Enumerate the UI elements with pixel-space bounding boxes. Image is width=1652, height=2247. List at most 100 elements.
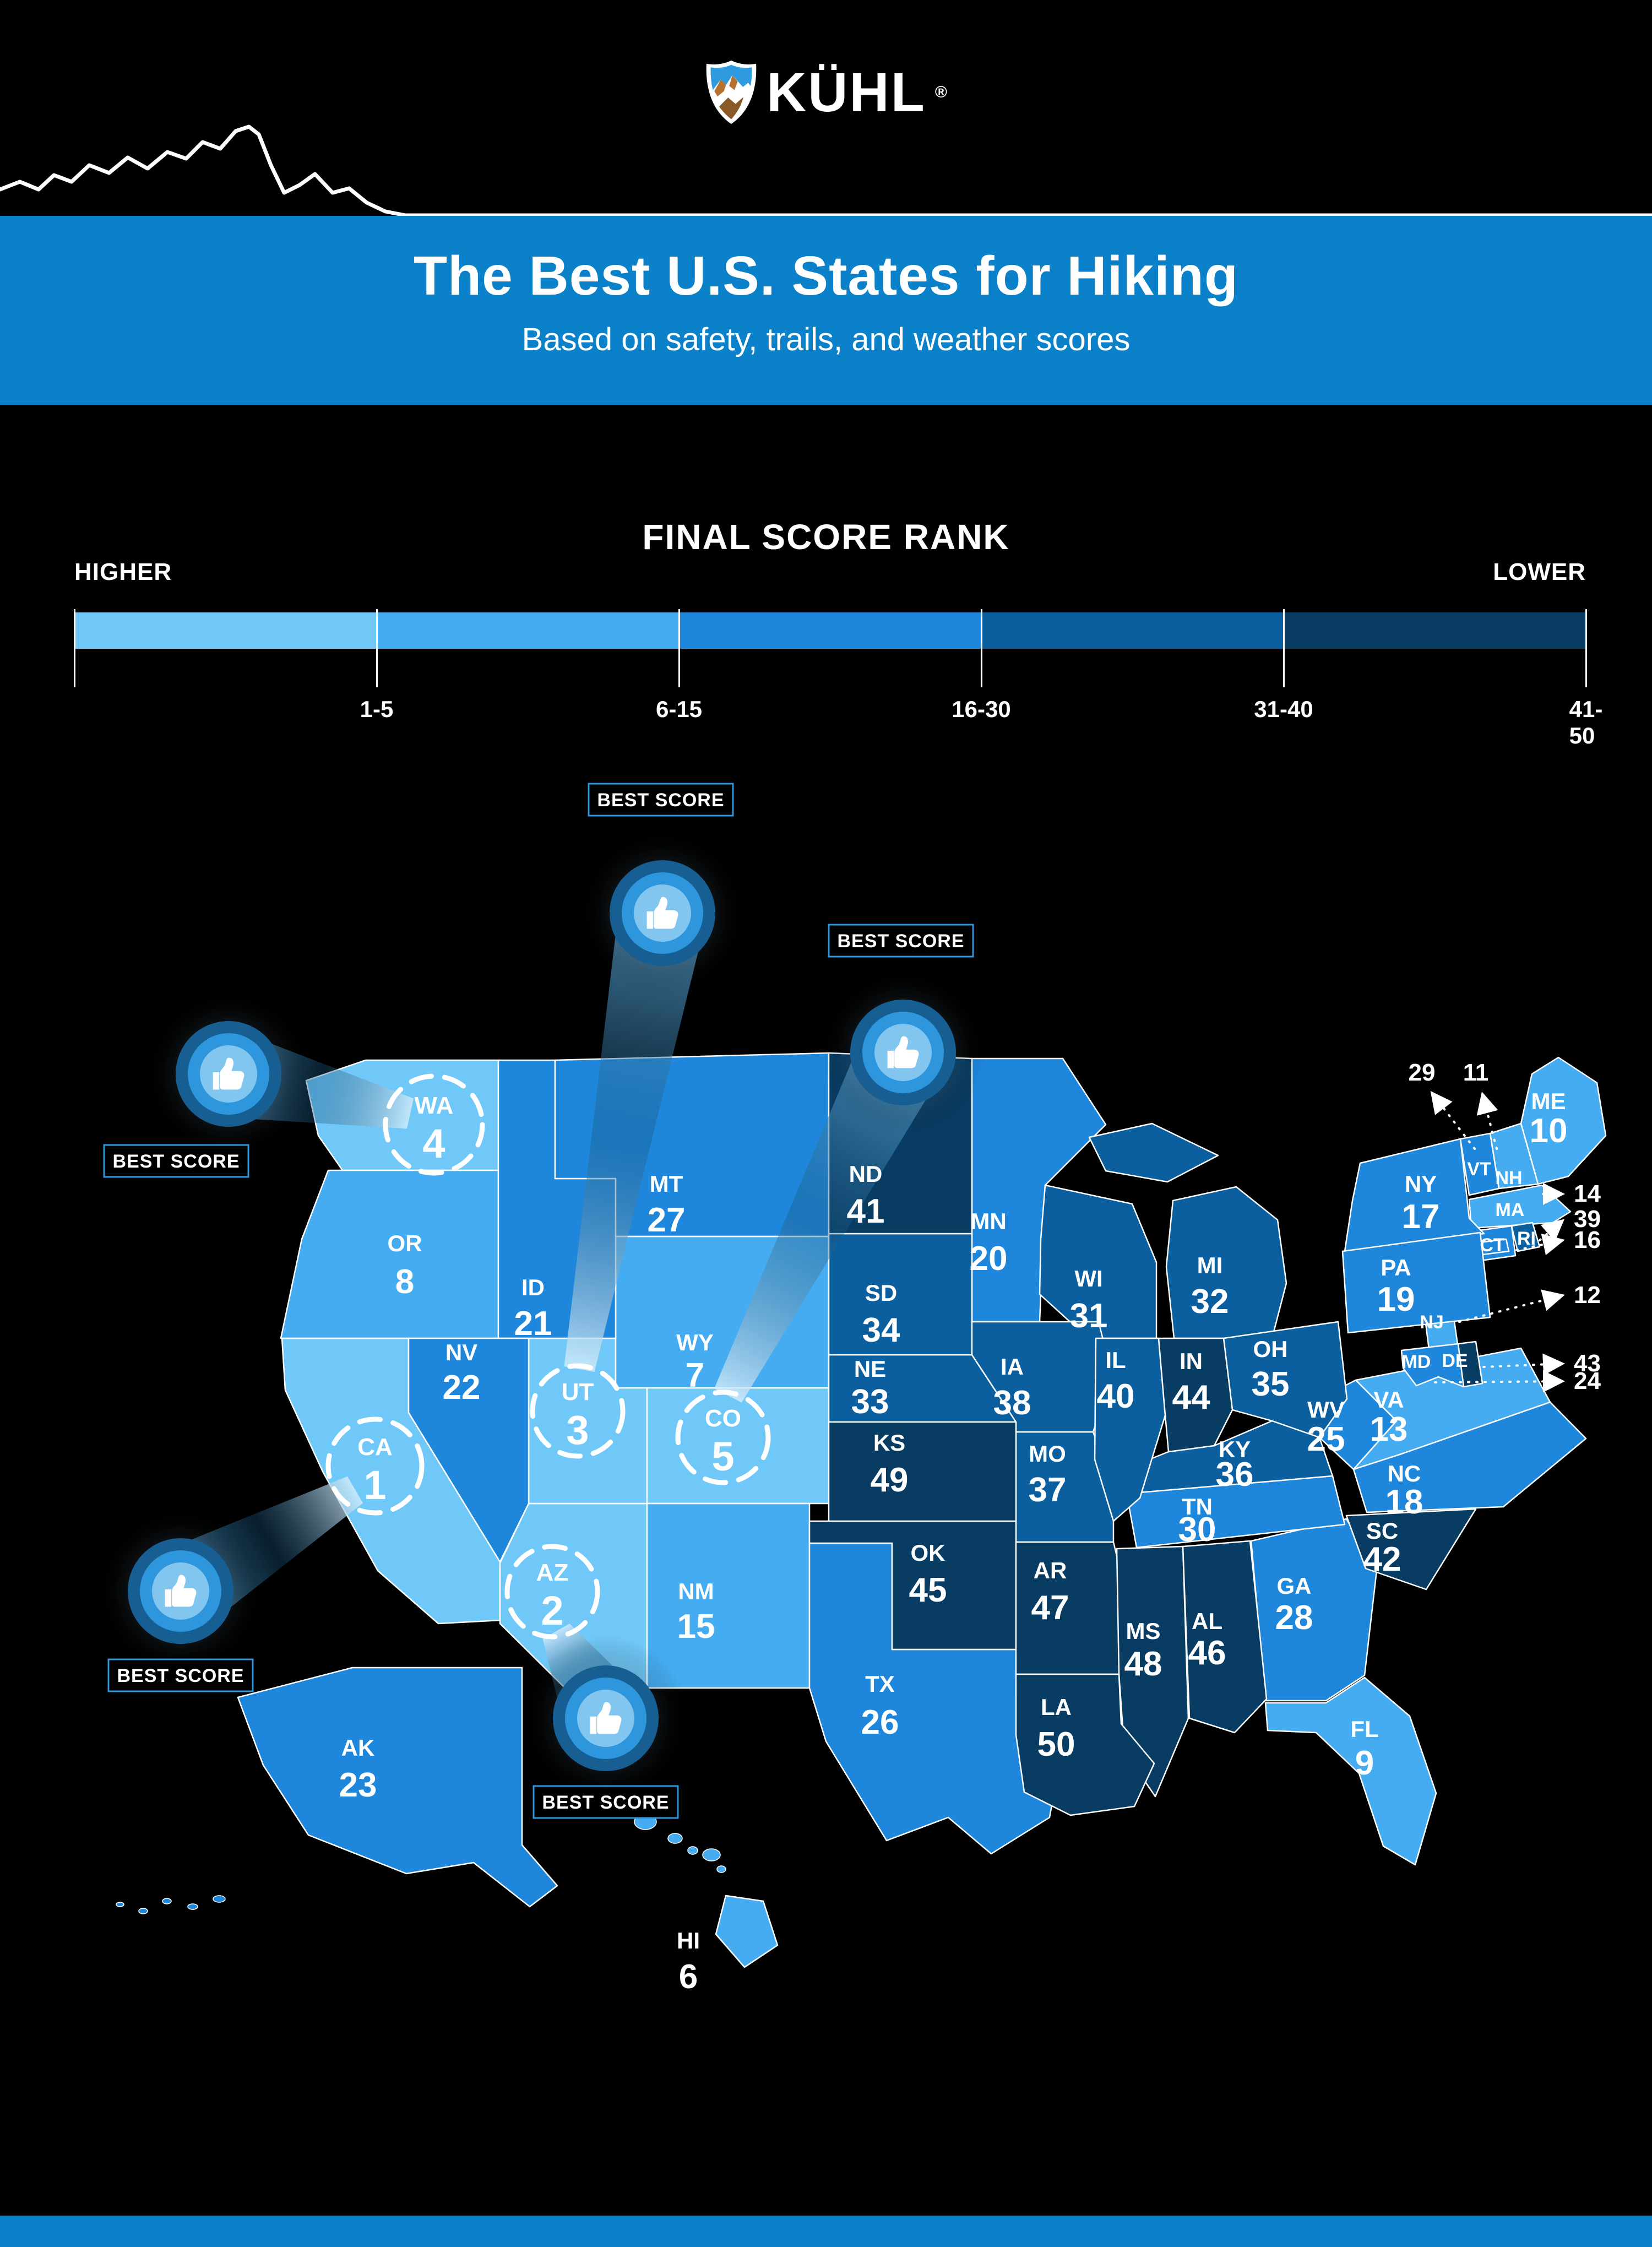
best-score-label: BEST SCORE xyxy=(117,1665,244,1686)
state-ak-island xyxy=(162,1898,172,1904)
legend-bin-label: 41-50 xyxy=(1569,696,1603,748)
state-ny-abbr: NY xyxy=(1405,1171,1437,1197)
legend-tick xyxy=(1283,609,1285,687)
legend-tick xyxy=(1585,609,1587,687)
state-nm-shape xyxy=(646,1502,811,1689)
kuhl-shield-icon xyxy=(706,60,757,124)
best-score-label: BEST SCORE xyxy=(112,1151,240,1172)
state-al-shape xyxy=(1182,1540,1268,1734)
page-title: The Best U.S. States for Hiking xyxy=(414,245,1238,307)
state-ca-rank: 1 xyxy=(363,1462,386,1508)
state-ak-island xyxy=(138,1908,148,1914)
state-ga-abbr: GA xyxy=(1277,1573,1312,1599)
state-ma-abbr: MA xyxy=(1496,1200,1525,1220)
state-ri-rank: 39 xyxy=(1574,1206,1601,1233)
state-mi-rank: 32 xyxy=(1191,1283,1229,1321)
best-score-box xyxy=(103,1144,249,1178)
rank-arrow-ct xyxy=(1515,1233,1565,1256)
state-az-abbr: AZ xyxy=(536,1559,569,1586)
legend-tick xyxy=(981,609,982,687)
state-ky-rank: 36 xyxy=(1216,1456,1254,1494)
state-hi-shape xyxy=(715,1895,779,1968)
legend-color-scale: 1-5 6-15 16-30 31-40 41-50 xyxy=(74,609,1602,748)
state-la-abbr: LA xyxy=(1041,1694,1072,1720)
state-vt-rank: 29 xyxy=(1409,1059,1436,1086)
state-nc-shape xyxy=(1352,1401,1587,1513)
best-state-dashed-circle-az xyxy=(504,1544,600,1640)
state-hi-abbr: HI xyxy=(677,1928,700,1953)
state-mo-abbr: MO xyxy=(1029,1441,1066,1467)
state-ia-abbr: IA xyxy=(1001,1354,1024,1380)
state-fl-rank: 9 xyxy=(1355,1744,1374,1782)
state-ks-abbr: KS xyxy=(873,1430,905,1456)
state-ak-island xyxy=(213,1895,226,1903)
state-hi-island xyxy=(667,1833,683,1844)
state-al-rank: 46 xyxy=(1188,1634,1226,1672)
state-wv-abbr: WV xyxy=(1307,1397,1345,1423)
state-pa-shape xyxy=(1341,1231,1491,1334)
state-ak-rank: 23 xyxy=(339,1766,377,1804)
state-ak-island xyxy=(116,1902,124,1907)
state-md-rank: 24 xyxy=(1574,1367,1601,1394)
state-va-abbr: VA xyxy=(1373,1387,1404,1413)
state-ia-rank: 38 xyxy=(993,1384,1031,1422)
thumbs-up-icon xyxy=(646,897,678,929)
state-wi-rank: 31 xyxy=(1070,1297,1108,1335)
registered-mark: ® xyxy=(934,83,947,101)
state-pa-rank: 19 xyxy=(1377,1280,1415,1318)
rank-arrow-md xyxy=(1434,1370,1565,1393)
state-nd-rank: 41 xyxy=(847,1192,885,1230)
state-ar-rank: 47 xyxy=(1031,1589,1069,1627)
state-or-abbr: OR xyxy=(388,1230,422,1256)
state-sc-rank: 42 xyxy=(1363,1540,1401,1578)
state-nh-rank: 11 xyxy=(1463,1059,1489,1086)
state-de-rank: 43 xyxy=(1574,1350,1601,1377)
state-ia-shape xyxy=(971,1321,1113,1433)
state-hi-rank: 6 xyxy=(679,1958,698,1996)
state-sd-shape xyxy=(828,1233,973,1356)
state-vt-abbr: VT xyxy=(1467,1159,1491,1180)
state-tx-abbr: TX xyxy=(865,1671,895,1697)
state-de-abbr: DE xyxy=(1442,1350,1468,1371)
footer-accent-band xyxy=(0,2216,1652,2247)
state-mn-rank: 20 xyxy=(970,1240,1008,1278)
rank-arrow-nj xyxy=(1458,1289,1565,1323)
state-co-rank: 5 xyxy=(711,1434,734,1479)
state-de-shape xyxy=(1457,1340,1483,1388)
state-oh-rank: 35 xyxy=(1252,1365,1290,1403)
thumbs-up-icon xyxy=(590,1702,622,1734)
state-mi-abbr: MI xyxy=(1197,1252,1223,1278)
best-score-label: BEST SCORE xyxy=(542,1792,669,1813)
state-ut-abbr: UT xyxy=(562,1378,594,1405)
state-ar-abbr: AR xyxy=(1034,1557,1067,1583)
legend-lower-label: LOWER xyxy=(1493,558,1586,585)
state-la-rank: 50 xyxy=(1037,1725,1075,1763)
state-tx-rank: 26 xyxy=(861,1703,899,1741)
legend-bin-label: 31-40 xyxy=(1254,696,1313,722)
state-ca-abbr: CA xyxy=(357,1434,393,1461)
spotlight-beam-ut xyxy=(564,905,706,1372)
thumbs-up-icon xyxy=(213,1057,244,1090)
best-score-box xyxy=(588,783,734,817)
state-ct-abbr: CT xyxy=(1480,1235,1505,1256)
state-co-abbr: CO xyxy=(705,1405,741,1432)
best-score-label: BEST SCORE xyxy=(837,931,964,952)
rank-arrow-ri xyxy=(1539,1219,1565,1242)
state-id-rank: 21 xyxy=(514,1305,552,1343)
state-mt-abbr: MT xyxy=(650,1171,683,1197)
state-va-rank: 13 xyxy=(1370,1410,1408,1448)
state-ri-shape xyxy=(1510,1222,1541,1252)
state-fl-abbr: FL xyxy=(1350,1716,1378,1742)
state-tn-rank: 30 xyxy=(1178,1511,1216,1549)
legend-title: FINAL SCORE RANK xyxy=(642,517,1010,557)
us-hiking-choropleth-map: BEST SCORE BEST SCORE BEST SCORE BEST SCORE… xyxy=(98,783,1607,1996)
page-subtitle: Based on safety, trails, and weather sco… xyxy=(521,322,1131,357)
state-md-abbr: MD xyxy=(1402,1352,1431,1372)
rank-arrow-vt xyxy=(1430,1090,1476,1150)
state-id-abbr: ID xyxy=(521,1274,545,1300)
state-ri-abbr: RI xyxy=(1517,1228,1536,1249)
state-ms-rank: 48 xyxy=(1124,1645,1162,1683)
legend-higher-label: HIGHER xyxy=(74,558,172,585)
state-hi-island xyxy=(687,1846,698,1855)
